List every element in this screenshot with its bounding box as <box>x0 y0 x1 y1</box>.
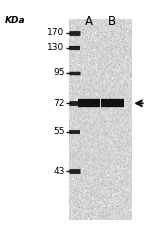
Text: B: B <box>108 15 116 28</box>
Text: 130: 130 <box>47 43 64 52</box>
Bar <box>69 19 132 220</box>
Text: 43: 43 <box>53 167 64 176</box>
Text: A: A <box>85 15 93 28</box>
Text: 55: 55 <box>53 127 64 136</box>
Text: 95: 95 <box>53 68 64 77</box>
Text: 170: 170 <box>47 28 64 37</box>
Text: KDa: KDa <box>4 16 25 25</box>
Text: 72: 72 <box>53 99 64 108</box>
